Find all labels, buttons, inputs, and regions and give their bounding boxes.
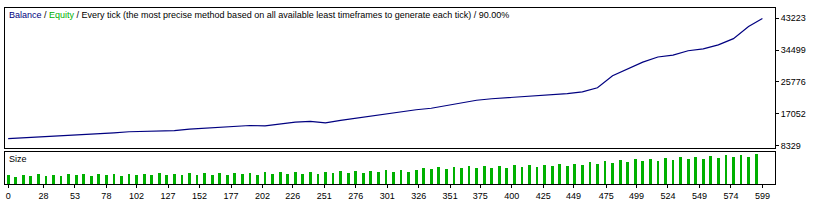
svg-text:Balance / Equity / Every tick: Balance / Equity / Every tick (the most … (9, 10, 509, 20)
svg-text:43223: 43223 (781, 13, 806, 23)
svg-text:425: 425 (536, 191, 551, 200)
svg-text:25776: 25776 (781, 77, 806, 87)
svg-text:301: 301 (380, 191, 395, 200)
svg-text:177: 177 (224, 191, 239, 200)
svg-text:326: 326 (411, 191, 426, 200)
svg-text:351: 351 (443, 191, 458, 200)
svg-text:449: 449 (566, 191, 581, 200)
svg-text:53: 53 (70, 191, 80, 200)
svg-text:0: 0 (6, 191, 11, 200)
svg-text:475: 475 (599, 191, 614, 200)
svg-text:226: 226 (285, 191, 300, 200)
svg-text:574: 574 (723, 191, 738, 200)
svg-text:375: 375 (473, 191, 488, 200)
svg-text:8329: 8329 (781, 141, 801, 151)
svg-text:102: 102 (129, 191, 144, 200)
svg-text:152: 152 (192, 191, 207, 200)
svg-text:Size: Size (9, 154, 27, 164)
svg-text:400: 400 (504, 191, 519, 200)
svg-text:499: 499 (629, 191, 644, 200)
svg-text:28: 28 (38, 191, 48, 200)
svg-text:34499: 34499 (781, 45, 806, 55)
svg-text:276: 276 (348, 191, 363, 200)
svg-text:78: 78 (101, 191, 111, 200)
svg-text:599: 599 (755, 191, 770, 200)
svg-text:251: 251 (317, 191, 332, 200)
svg-text:17052: 17052 (781, 109, 806, 119)
svg-text:549: 549 (692, 191, 707, 200)
svg-text:127: 127 (161, 191, 176, 200)
svg-text:202: 202 (255, 191, 270, 200)
svg-text:524: 524 (660, 191, 675, 200)
